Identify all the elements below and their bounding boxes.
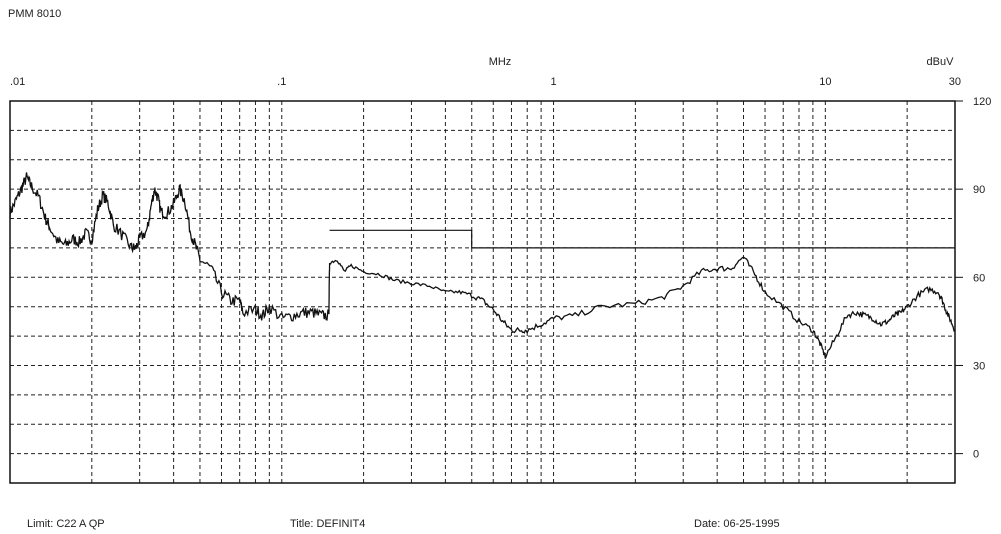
instrument-label: PMM 8010: [8, 8, 62, 20]
limit-line: [329, 229, 955, 249]
y-tick-labels: 0 30 60 90 120: [955, 96, 991, 461]
x-tick-label: .01: [10, 76, 25, 88]
y-axis-label: dBuV: [927, 56, 955, 68]
y-tick-label: 60: [973, 272, 985, 284]
limit-label: Limit: C22 A QP: [27, 518, 105, 530]
x-tick-labels: .01 .1 1 10 30: [10, 76, 961, 88]
x-tick-label: 10: [819, 76, 831, 88]
x-axis-label: MHz: [489, 56, 512, 68]
y-tick-label: 90: [973, 184, 985, 196]
y-tick-label: 30: [973, 360, 985, 372]
x-tick-label: 30: [949, 76, 961, 88]
x-tick-label: 1: [550, 76, 556, 88]
title-label: Title: DEFINIT4: [290, 518, 366, 530]
y-tick-label: 120: [973, 96, 991, 108]
x-tick-label: .1: [277, 76, 286, 88]
series-group: [9, 172, 956, 359]
y-tick-label: 0: [973, 449, 979, 461]
date-label: Date: 06-25-1995: [694, 518, 780, 530]
plot-frame: [9, 100, 956, 484]
measurement-line: [9, 172, 956, 359]
grid: [10, 101, 955, 483]
